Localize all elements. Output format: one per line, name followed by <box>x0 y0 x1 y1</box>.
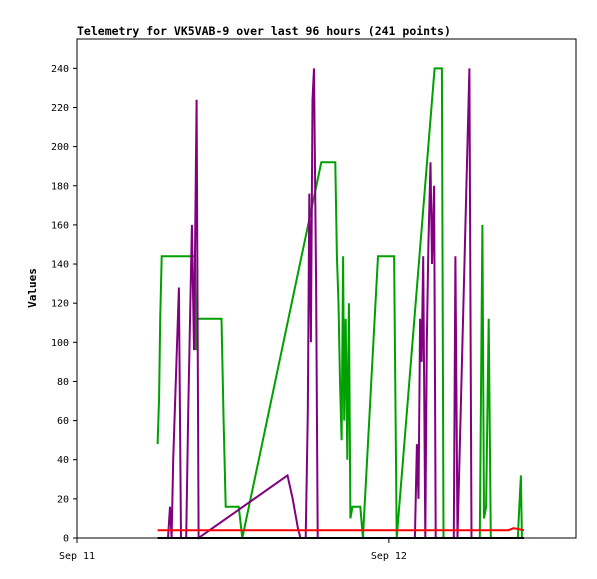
y-axis-title: Values <box>26 268 39 308</box>
y-tick-label: 160 <box>51 220 69 231</box>
x-tick-label: Sep 12 <box>371 551 407 562</box>
y-tick-label: 80 <box>57 377 69 388</box>
y-tick-label: 60 <box>57 416 69 427</box>
y-tick-label: 220 <box>51 103 69 114</box>
y-tick-label: 120 <box>51 299 69 310</box>
y-tick-label: 200 <box>51 142 69 153</box>
y-tick-label: 40 <box>57 455 69 466</box>
series-line <box>156 67 523 539</box>
y-tick-label: 0 <box>63 534 69 545</box>
y-tick-label: 140 <box>51 260 69 271</box>
series-layer <box>156 67 525 540</box>
y-tick-label: 180 <box>51 181 69 192</box>
x-axis: Sep 11 Sep 12 <box>59 538 407 562</box>
chart-title: Telemetry for VK5VAB-9 over last 96 hour… <box>77 24 451 38</box>
series-line <box>157 527 525 532</box>
plot-frame <box>76 38 577 539</box>
y-axis: 0 20 40 60 80 100 120 140 160 180 200 220 240 <box>51 64 77 545</box>
x-tick-label: Sep 11 <box>59 551 95 562</box>
y-tick-label: 20 <box>57 494 69 505</box>
y-tick-label: 240 <box>51 64 69 75</box>
y-tick-label: 100 <box>51 338 69 349</box>
